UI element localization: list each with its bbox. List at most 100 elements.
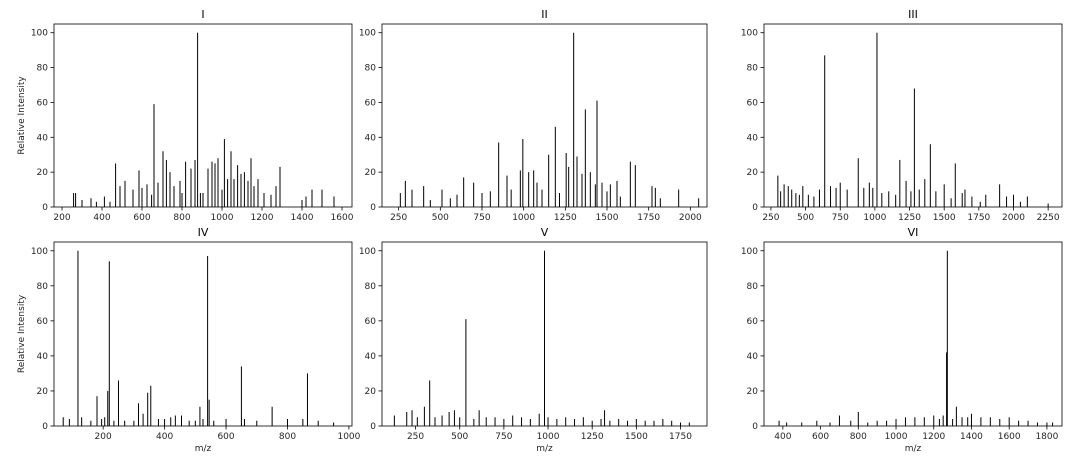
y-tick-label: 40 [37,352,49,362]
y-tick-label: 80 [37,282,49,292]
y-tick-label: 20 [37,387,49,397]
x-tick-label: 1750 [967,213,990,223]
y-tick-label: 80 [37,64,49,74]
x-tick-label: 1750 [669,432,692,442]
panel-title: VI [908,226,919,239]
panel-title: I [201,8,204,21]
plot-frame [763,23,1063,208]
x-tick-label: 800 [850,432,867,442]
x-tick-label: 1000 [863,213,886,223]
x-tick-label: 750 [473,213,490,223]
x-tick-label: 1000 [885,432,908,442]
y-tick-label: 20 [747,387,759,397]
x-tick-label: 1600 [998,432,1021,442]
y-tick-label: 0 [42,422,48,432]
x-tick-label: 1000 [337,432,360,442]
x-tick-label: 250 [407,432,424,442]
y-tick-label: 100 [359,247,376,257]
panel-title: IV [198,226,209,239]
y-tick-label: 0 [42,203,48,213]
x-tick-label: 1250 [554,213,577,223]
x-tick-label: 1000 [211,213,234,223]
x-tick-label: 1200 [251,213,274,223]
x-tick-label: 1000 [537,432,560,442]
panel-title: III [908,8,918,21]
y-tick-label: 40 [365,352,377,362]
y-tick-label: 100 [31,247,48,257]
x-axis-label: m/z [536,444,553,454]
y-tick-label: 100 [741,29,758,39]
x-tick-label: 250 [762,213,779,223]
plot-frame [381,23,708,208]
x-axis-label: m/z [905,444,922,454]
x-axis-label: m/z [195,444,212,454]
y-tick-label: 80 [747,282,759,292]
y-tick-label: 40 [37,133,49,143]
y-tick-label: 0 [370,203,376,213]
x-tick-label: 800 [279,432,296,442]
x-tick-label: 750 [495,432,512,442]
x-tick-label: 1400 [960,432,983,442]
y-tick-label: 40 [747,133,759,143]
y-tick-label: 0 [370,422,376,432]
spectrum-panel-1: 200 400 600 800 1000 1200 1400 1600 0 20 40 60 80 100… [17,8,354,223]
spectrum-panel-4: 200 400 600 800 1000 0 20 40 60 80 100 IV m/z Relativ… [17,226,361,454]
y-tick-label: 40 [365,133,377,143]
x-tick-label: 250 [390,213,407,223]
x-tick-label: 500 [797,213,814,223]
y-tick-label: 60 [747,98,759,108]
y-tick-label: 20 [747,168,759,178]
x-tick-label: 400 [774,432,791,442]
y-tick-label: 80 [365,282,377,292]
spectrum-panel-3: 250 500 750 1000 1250 1500 1750 2000 2250 0 20 40 60… [741,8,1063,223]
x-tick-label: 1500 [596,213,619,223]
x-tick-label: 800 [173,213,190,223]
y-tick-label: 20 [37,168,49,178]
panel-title: II [541,8,548,21]
x-tick-label: 2000 [1002,213,1025,223]
x-tick-label: 600 [217,432,234,442]
y-axis-label: Relative Intensity [17,76,27,155]
x-tick-label: 400 [93,213,110,223]
y-tick-label: 60 [747,317,759,327]
y-tick-label: 0 [752,422,758,432]
x-tick-label: 500 [451,432,468,442]
y-tick-label: 60 [37,317,49,327]
x-tick-label: 1800 [1035,432,1058,442]
spectrum-panel-2: 250 500 750 1000 1250 1500 1750 2000 0 20 40 60 80 10… [359,8,708,223]
y-tick-label: 20 [365,387,377,397]
y-tick-label: 60 [365,317,377,327]
x-tick-label: 200 [95,432,112,442]
y-axis-label: Relative Intensity [17,294,27,373]
x-tick-label: 1000 [512,213,535,223]
y-tick-label: 80 [365,64,377,74]
x-tick-label: 400 [156,432,173,442]
y-tick-label: 80 [747,64,759,74]
x-tick-label: 1750 [637,213,660,223]
x-tick-label: 2000 [679,213,702,223]
x-tick-label: 1500 [625,432,648,442]
plot-frame [53,23,353,208]
x-tick-label: 600 [812,432,829,442]
x-tick-label: 2250 [1037,213,1060,223]
x-tick-label: 200 [53,213,70,223]
x-tick-label: 1250 [581,432,604,442]
y-tick-label: 60 [365,98,377,108]
y-tick-label: 100 [359,29,376,39]
panel-title: V [541,226,549,239]
y-tick-label: 20 [365,168,377,178]
y-tick-label: 60 [37,98,49,108]
x-tick-label: 600 [133,213,150,223]
spectrum-panel-5: 250 500 750 1000 1250 1500 1750 0 20 40 60 80 100 Vm/… [359,226,708,454]
x-tick-label: 750 [832,213,849,223]
y-tick-label: 100 [741,247,758,257]
y-tick-label: 40 [747,352,759,362]
y-tick-label: 100 [31,29,48,39]
x-tick-label: 1400 [291,213,314,223]
spectrum-panel-6: 400 600 800 1000 1200 1400 1600 1800 0 20 40 60 80 10… [741,226,1063,454]
x-tick-label: 1600 [331,213,354,223]
x-tick-label: 1250 [898,213,921,223]
plot-frame [763,241,1063,427]
x-tick-label: 1200 [922,432,945,442]
